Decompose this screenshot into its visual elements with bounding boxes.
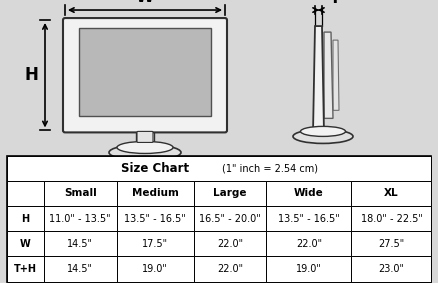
Text: 27.5": 27.5" xyxy=(378,239,405,249)
Polygon shape xyxy=(324,32,333,118)
Bar xyxy=(44,256,117,282)
Text: 16.5" - 20.0": 16.5" - 20.0" xyxy=(199,214,261,224)
Bar xyxy=(194,206,266,231)
FancyBboxPatch shape xyxy=(137,131,153,142)
Bar xyxy=(44,231,117,256)
Text: 22.0": 22.0" xyxy=(217,239,243,249)
Text: 14.5": 14.5" xyxy=(67,264,93,274)
Bar xyxy=(7,231,44,256)
Bar xyxy=(117,206,194,231)
Bar xyxy=(266,181,351,206)
Bar xyxy=(194,231,266,256)
Text: 18.0" - 22.5": 18.0" - 22.5" xyxy=(360,214,422,224)
Bar xyxy=(117,181,194,206)
Text: 13.5" - 16.5": 13.5" - 16.5" xyxy=(278,214,340,224)
Text: T: T xyxy=(330,0,340,6)
Text: 13.5" - 16.5": 13.5" - 16.5" xyxy=(124,214,186,224)
Ellipse shape xyxy=(293,129,353,143)
Bar xyxy=(351,206,431,231)
Bar xyxy=(44,181,117,206)
Ellipse shape xyxy=(117,142,173,153)
Text: 19.0": 19.0" xyxy=(142,264,168,274)
Text: W: W xyxy=(20,239,31,249)
Bar xyxy=(44,206,117,231)
Bar xyxy=(351,181,431,206)
Text: H: H xyxy=(24,66,38,84)
Bar xyxy=(194,181,266,206)
Text: W: W xyxy=(136,0,154,6)
Bar xyxy=(7,156,431,181)
Text: 19.0": 19.0" xyxy=(296,264,322,274)
Text: Medium: Medium xyxy=(132,188,179,198)
Bar xyxy=(266,206,351,231)
Text: 22.0": 22.0" xyxy=(217,264,243,274)
Text: Large: Large xyxy=(213,188,247,198)
Bar xyxy=(7,256,44,282)
Bar xyxy=(266,231,351,256)
Text: Small: Small xyxy=(64,188,97,198)
Text: Size Chart: Size Chart xyxy=(121,162,189,175)
Text: XL: XL xyxy=(384,188,399,198)
Text: T+H: T+H xyxy=(14,264,37,274)
Bar xyxy=(194,256,266,282)
Text: 23.0": 23.0" xyxy=(378,264,404,274)
Bar xyxy=(136,130,154,151)
Polygon shape xyxy=(313,26,324,133)
Bar xyxy=(351,256,431,282)
Text: Wide: Wide xyxy=(294,188,324,198)
Bar xyxy=(351,231,431,256)
Text: H: H xyxy=(21,214,29,224)
Bar xyxy=(117,256,194,282)
Text: 11.0" - 13.5": 11.0" - 13.5" xyxy=(49,214,111,224)
Ellipse shape xyxy=(109,144,181,160)
Bar xyxy=(7,206,44,231)
Text: (1" inch = 2.54 cm): (1" inch = 2.54 cm) xyxy=(222,163,318,173)
Bar xyxy=(117,231,194,256)
Text: 14.5": 14.5" xyxy=(67,239,93,249)
Text: 22.0": 22.0" xyxy=(296,239,322,249)
Bar xyxy=(7,181,44,206)
Text: 17.5": 17.5" xyxy=(142,239,168,249)
Bar xyxy=(79,28,211,116)
Bar xyxy=(266,256,351,282)
Ellipse shape xyxy=(300,127,346,136)
Polygon shape xyxy=(333,40,339,110)
FancyBboxPatch shape xyxy=(63,18,227,132)
